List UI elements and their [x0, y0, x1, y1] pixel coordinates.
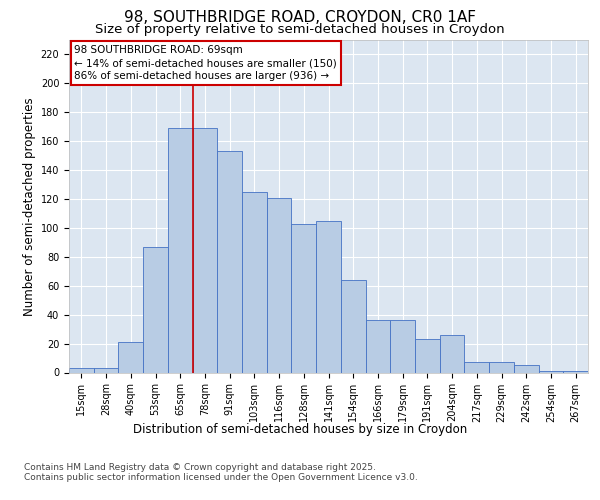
Bar: [365, 320, 390, 372]
Bar: [242, 192, 267, 372]
Bar: [440, 335, 464, 372]
Text: 98 SOUTHBRIDGE ROAD: 69sqm
← 14% of semi-detached houses are smaller (150)
86% o: 98 SOUTHBRIDGE ROAD: 69sqm ← 14% of semi…: [74, 45, 337, 82]
Bar: [193, 128, 217, 372]
Text: Size of property relative to semi-detached houses in Croydon: Size of property relative to semi-detach…: [95, 22, 505, 36]
Bar: [514, 366, 539, 372]
Bar: [118, 342, 143, 372]
Bar: [341, 280, 365, 372]
Bar: [168, 128, 193, 372]
Y-axis label: Number of semi-detached properties: Number of semi-detached properties: [23, 97, 37, 316]
Bar: [489, 362, 514, 372]
Bar: [390, 320, 415, 372]
Bar: [316, 220, 341, 372]
Bar: [143, 246, 168, 372]
Text: Distribution of semi-detached houses by size in Croydon: Distribution of semi-detached houses by …: [133, 422, 467, 436]
Bar: [563, 371, 588, 372]
Text: 98, SOUTHBRIDGE ROAD, CROYDON, CR0 1AF: 98, SOUTHBRIDGE ROAD, CROYDON, CR0 1AF: [124, 10, 476, 25]
Text: Contains HM Land Registry data © Crown copyright and database right 2025.
Contai: Contains HM Land Registry data © Crown c…: [24, 462, 418, 482]
Bar: [292, 224, 316, 372]
Bar: [94, 368, 118, 372]
Bar: [415, 339, 440, 372]
Bar: [69, 368, 94, 372]
Bar: [217, 152, 242, 372]
Bar: [267, 198, 292, 372]
Bar: [464, 362, 489, 372]
Bar: [539, 371, 563, 372]
